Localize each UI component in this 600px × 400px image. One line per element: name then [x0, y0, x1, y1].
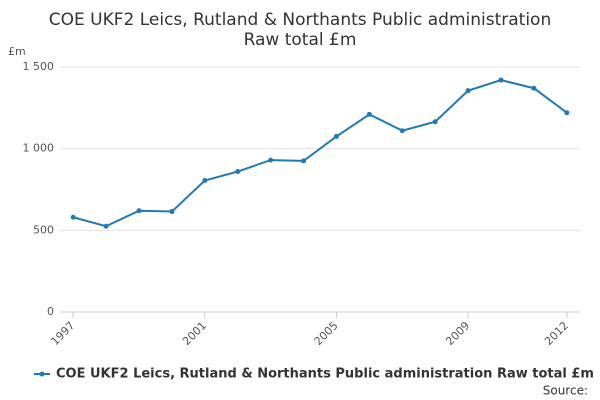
data-point: [70, 214, 76, 220]
x-tick-label: 2005: [312, 319, 341, 348]
data-point: [399, 128, 405, 134]
source: Source:: [543, 384, 588, 398]
data-point: [432, 119, 438, 125]
y-tick-label: 1 000: [23, 142, 55, 155]
data-point: [465, 88, 471, 94]
data-point: [103, 223, 109, 229]
data-point: [268, 157, 274, 163]
x-tick-label: 1997: [48, 319, 77, 348]
data-point: [235, 169, 241, 175]
y-tick-label: 1 500: [23, 60, 55, 73]
data-point: [564, 110, 570, 116]
data-point: [366, 111, 372, 117]
x-tick-label: 2001: [180, 319, 209, 348]
data-point: [333, 133, 339, 139]
data-point: [136, 208, 142, 214]
chart-title: Raw total £m: [244, 30, 357, 50]
data-point: [531, 85, 537, 91]
data-point: [498, 77, 504, 83]
data-point: [202, 178, 208, 184]
y-axis-label: £m: [8, 45, 26, 58]
data-point: [169, 209, 175, 215]
legend-label: COE UKF2 Leics, Rutland & Northants Publ…: [56, 367, 594, 382]
y-tick-label: 500: [33, 223, 54, 236]
x-tick-label: 2009: [443, 319, 472, 348]
x-tick-label: 2012: [542, 319, 571, 348]
legend-swatch: [39, 371, 45, 377]
chart-title: COE UKF2 Leics, Rutland & Northants Publ…: [49, 10, 551, 30]
y-tick-label: 0: [47, 305, 54, 318]
data-point: [301, 158, 307, 164]
series-line: [72, 79, 568, 228]
